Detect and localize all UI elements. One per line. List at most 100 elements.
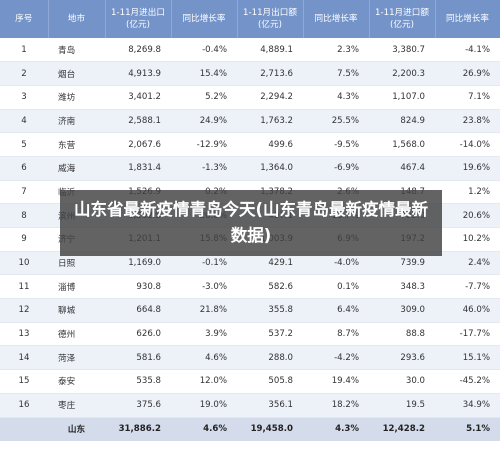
export-value: 356.1 [237,393,303,418]
city-name: 东营 [48,132,105,157]
city-name: 淄博 [48,274,105,300]
import-growth: 46.0% [435,298,500,323]
trade-value: 4,913.9 [105,61,171,86]
import-value: 1,568.0 [369,132,435,157]
import-value: 3,380.7 [369,38,435,63]
export-value: 499.6 [237,132,303,157]
header-index: 序号 [0,0,49,38]
export-growth: 0.1% [303,274,369,300]
row-index: 6 [0,156,48,181]
table-row: 2 烟台 4,913.9 15.4% 2,713.6 7.5% 2,200.3 26.9% [0,61,500,86]
row-index: 4 [0,109,48,134]
trade-growth: 12.0% [171,369,237,394]
export-growth: -6.9% [303,156,369,181]
row-index: 14 [0,345,48,371]
header-export-growth: 同比增长率 [303,0,370,38]
trade-value: 664.8 [105,298,171,323]
city-name: 聊城 [48,298,105,323]
city-name: 威海 [48,156,105,181]
table-total-row: 山东 31,886.2 4.6% 19,458.0 4.3% 12,428.2 5.1% [0,417,500,441]
import-growth: -17.7% [435,322,500,347]
trade-growth: 24.9% [171,109,237,134]
import-value: 1,107.0 [369,85,435,110]
import-growth: 23.8% [435,109,500,134]
trade-value: 1,831.4 [105,156,171,181]
row-index: 13 [0,322,48,347]
row-index: 1 [0,38,48,63]
import-growth: 10.2% [435,227,500,252]
row-index: 5 [0,132,48,157]
total-trade-growth: 4.6% [203,424,227,435]
table-row: 15 泰安 535.8 12.0% 505.8 19.4% 30.0 -45.2% [0,369,500,394]
row-index: 15 [0,369,48,394]
import-growth: -4.1% [435,38,500,63]
header-import: 1-11月进口额 (亿元) [369,0,436,38]
export-value: 1,364.0 [237,156,303,181]
import-value: 19.5 [369,393,435,418]
total-export-growth: 4.3% [335,424,359,435]
export-value: 1,763.2 [237,109,303,134]
export-value: 582.6 [237,274,303,300]
row-index: 2 [0,61,48,86]
import-growth: 1.2% [435,180,500,205]
row-index: 8 [0,203,48,228]
header-city: 地市 [48,0,106,38]
table-row: 6 威海 1,831.4 -1.3% 1,364.0 -6.9% 467.4 19.6% [0,156,500,181]
import-growth: -7.7% [435,274,500,300]
trade-value: 626.0 [105,322,171,347]
trade-value: 535.8 [105,369,171,394]
city-name: 烟台 [48,61,105,86]
trade-value: 930.8 [105,274,171,300]
import-value: 293.6 [369,345,435,371]
import-growth: 19.6% [435,156,500,181]
export-growth: -4.2% [303,345,369,371]
import-growth: 7.1% [435,85,500,110]
table-row: 4 济南 2,588.1 24.9% 1,763.2 25.5% 824.9 23.8% [0,109,500,134]
import-value: 348.3 [369,274,435,300]
table-row: 5 东营 2,067.6 -12.9% 499.6 -9.5% 1,568.0 -14.0% [0,132,500,157]
import-value: 30.0 [369,369,435,394]
header-total-growth: 同比增长率 [171,0,238,38]
trade-value: 2,588.1 [105,109,171,134]
table-row: 1 青岛 8,269.8 -0.4% 4,889.1 2.3% 3,380.7 -4.1% [0,38,500,63]
trade-growth: 3.9% [171,322,237,347]
header-import-growth: 同比增长率 [435,0,500,38]
import-growth: 15.1% [435,345,500,371]
total-export-value: 19,458.0 [250,424,293,435]
import-value: 824.9 [369,109,435,134]
export-growth: 19.4% [303,369,369,394]
export-growth: 25.5% [303,109,369,134]
table-row: 11 淄博 930.8 -3.0% 582.6 0.1% 348.3 -7.7% [0,274,500,300]
export-value: 537.2 [237,322,303,347]
row-index: 3 [0,85,48,110]
import-growth: -45.2% [435,369,500,394]
export-growth: 8.7% [303,322,369,347]
city-name: 济南 [48,109,105,134]
export-value: 505.8 [237,369,303,394]
export-value: 355.8 [237,298,303,323]
trade-value: 8,269.8 [105,38,171,63]
import-growth: 34.9% [435,393,500,418]
total-row-index [0,417,48,441]
total-label: 山东 [67,425,86,436]
overlay-title: 山东省最新疫情青岛今天(山东青岛最新疫情最新数据) [73,200,429,245]
trade-growth: -3.0% [171,274,237,300]
table-header-row: 序号 地市 1-11月进出口 (亿元) 同比增长率 1-11月出口额 (亿元) 同比增长率… [0,0,500,38]
export-growth: -9.5% [303,132,369,157]
table-row: 13 德州 626.0 3.9% 537.2 8.7% 88.8 -17.7% [0,322,500,347]
export-value: 2,294.2 [237,85,303,110]
city-name: 枣庄 [48,393,105,418]
trade-growth: -12.9% [171,132,237,157]
import-value: 2,200.3 [369,61,435,86]
trade-growth: 4.6% [171,345,237,371]
trade-value: 581.6 [105,345,171,371]
import-growth: 2.4% [435,251,500,276]
trade-growth: -0.4% [171,38,237,63]
trade-value: 2,067.6 [105,132,171,157]
import-value: 309.0 [369,298,435,323]
import-value: 467.4 [369,156,435,181]
import-growth: -14.0% [435,132,500,157]
city-name: 潍坊 [48,85,105,110]
row-index: 9 [0,227,48,252]
header-export: 1-11月出口额 (亿元) [237,0,304,38]
